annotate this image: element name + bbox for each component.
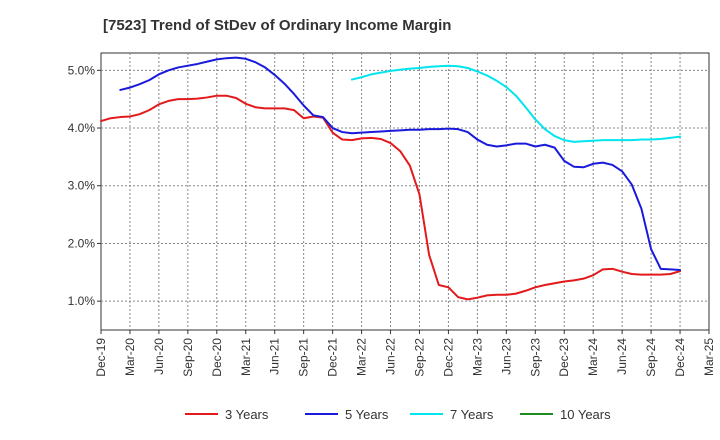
x-tick-label: Mar-23	[470, 338, 484, 376]
x-tick-label: Mar-22	[355, 338, 369, 376]
x-tick-label: Jun-21	[268, 338, 282, 375]
x-tick-label: Sep-20	[181, 338, 195, 377]
series-line-3-years	[100, 94, 682, 301]
x-tick-label: Dec-24	[673, 338, 687, 377]
gridlines	[101, 53, 709, 330]
y-axis: 1.0% 2.0% 3.0% 4.0% 5.0%	[68, 63, 101, 308]
y-tick-label: 4.0%	[68, 121, 96, 135]
x-tick-label: Sep-24	[644, 338, 658, 377]
legend-label-7-years: 7 Years	[450, 407, 494, 422]
y-tick-label: 5.0%	[68, 63, 96, 77]
x-tick-label: Dec-22	[441, 338, 455, 377]
series-lines	[100, 56, 682, 301]
x-tick-label: Mar-25	[702, 338, 716, 376]
x-tick-label: Jun-23	[499, 338, 513, 375]
y-tick-label: 3.0%	[68, 179, 96, 193]
y-tick-label: 1.0%	[68, 294, 96, 308]
x-tick-label: Dec-23	[557, 338, 571, 377]
x-tick-label: Mar-20	[123, 338, 137, 376]
x-tick-label: Dec-19	[94, 338, 108, 377]
plot-area	[100, 52, 710, 331]
x-tick-label: Jun-24	[615, 338, 629, 375]
x-tick-label: Sep-21	[297, 338, 311, 377]
x-tick-label: Sep-23	[528, 338, 542, 377]
x-tick-label: Jun-20	[152, 338, 166, 375]
y-tick-label: 2.0%	[68, 236, 96, 250]
x-tick-label: Dec-21	[326, 338, 340, 377]
series-line-5-years	[119, 56, 682, 271]
legend-label-5-years: 5 Years	[345, 407, 389, 422]
legend: 3 Years 5 Years 7 Years 10 Years	[185, 407, 611, 422]
legend-label-3-years: 3 Years	[225, 407, 269, 422]
x-tick-label: Dec-20	[210, 338, 224, 377]
x-axis: Dec-19 Mar-20 Jun-20 Sep-20 Dec-20 Mar-21 Jun-…	[94, 330, 716, 377]
x-tick-label: Sep-22	[412, 338, 426, 377]
series-line-7-years	[350, 64, 682, 143]
x-tick-label: Mar-24	[586, 338, 600, 376]
x-tick-label: Mar-21	[239, 338, 253, 376]
x-tick-label: Jun-22	[384, 338, 398, 375]
legend-label-10-years: 10 Years	[560, 407, 611, 422]
chart-title: [7523] Trend of StDev of Ordinary Income…	[103, 17, 451, 34]
